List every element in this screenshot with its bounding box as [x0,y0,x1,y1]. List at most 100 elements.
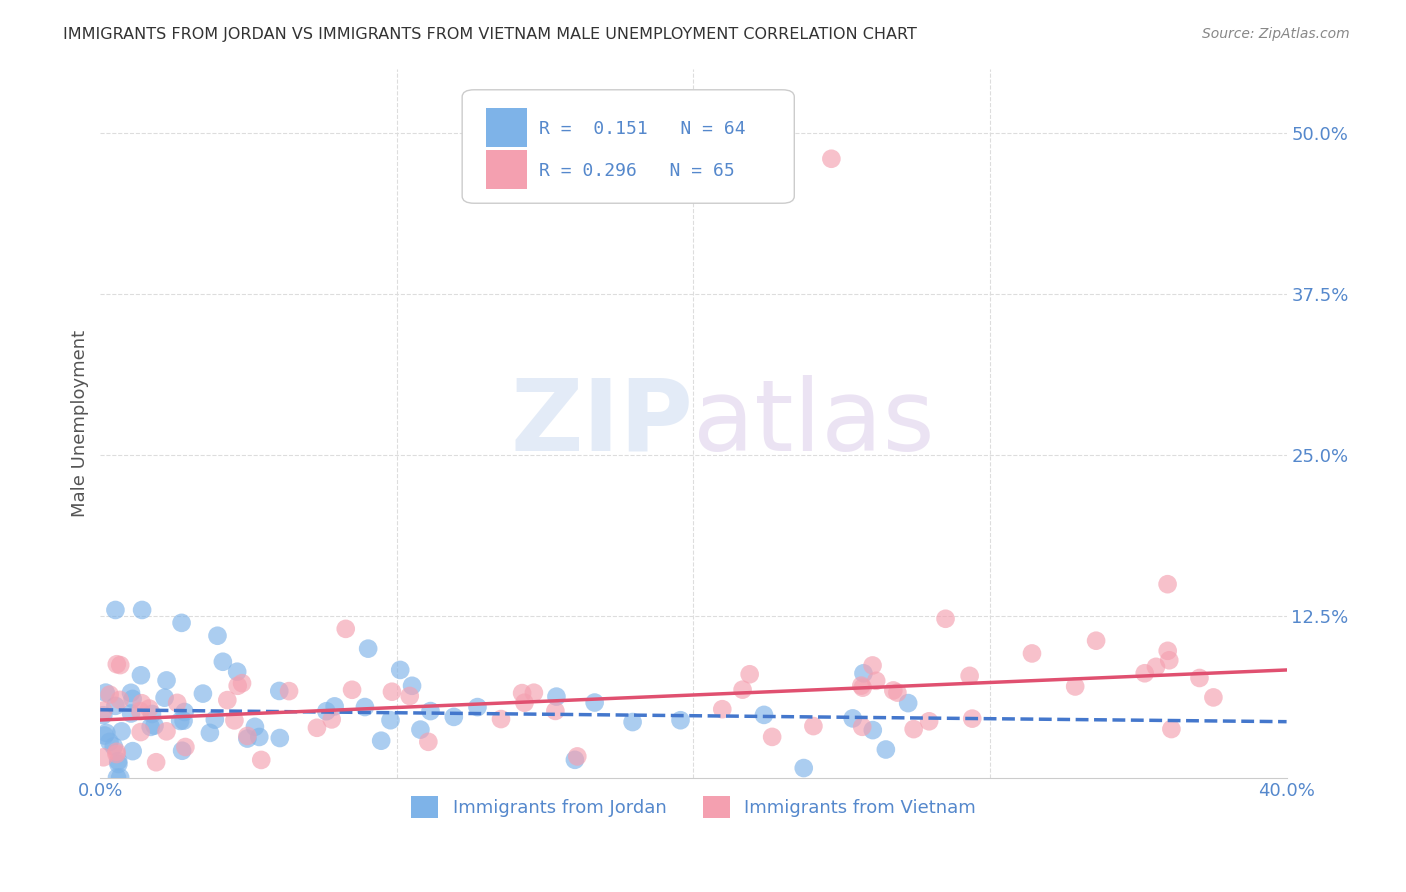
Point [155,673,177,688]
Point [1159,653,1181,667]
Point [236,731,259,746]
Point [98,688,121,702]
Text: Source: ZipAtlas.com: Source: ZipAtlas.com [1202,27,1350,41]
Point [104,698,127,713]
Point [141,706,163,721]
Point [131,603,153,617]
Point [110,724,132,739]
Point [1021,647,1043,661]
Point [110,658,132,673]
Point [1188,671,1211,685]
Point [250,753,273,767]
Point [544,704,567,718]
Point [731,682,754,697]
Point [418,735,440,749]
Point [104,603,127,617]
Point [226,679,249,693]
Point [98,735,121,749]
Point [145,756,167,770]
Point [315,704,337,718]
Point [443,710,465,724]
Point [91,704,114,718]
Point [138,701,160,715]
Point [523,686,546,700]
Point [738,667,761,681]
Point [354,700,377,714]
Point [380,713,402,727]
Text: R = 0.296   N = 65: R = 0.296 N = 65 [540,162,735,180]
Point [172,744,194,758]
Point [381,684,404,698]
Point [1133,666,1156,681]
Point [401,679,423,693]
Point [1160,722,1182,736]
Point [204,713,226,727]
Point [224,714,246,728]
Point [583,696,606,710]
Point [120,686,142,700]
Point [862,723,884,738]
Point [389,663,412,677]
Point [226,665,249,679]
Point [875,742,897,756]
Bar [486,108,527,146]
Point [93,729,115,743]
Point [398,689,420,703]
Point [105,657,128,672]
Point [489,712,512,726]
Legend: Immigrants from Jordan, Immigrants from Vietnam: Immigrants from Jordan, Immigrants from … [404,789,983,825]
Point [851,720,873,734]
Point [278,684,301,698]
Point [153,690,176,705]
Point [105,747,128,761]
Text: R =  0.151   N = 64: R = 0.151 N = 64 [540,120,745,137]
Point [129,668,152,682]
Point [121,744,143,758]
Point [103,739,125,754]
Point [842,711,865,725]
Point [107,754,129,768]
Point [335,622,357,636]
Point [1156,577,1178,591]
Point [105,745,128,759]
Point [959,669,981,683]
Point [1064,680,1087,694]
Point [198,726,221,740]
Point [793,761,815,775]
Point [903,722,925,736]
Text: IMMIGRANTS FROM JORDAN VS IMMIGRANTS FROM VIETNAM MALE UNEMPLOYMENT CORRELATION : IMMIGRANTS FROM JORDAN VS IMMIGRANTS FRO… [63,27,917,42]
Point [169,714,191,728]
Point [960,712,983,726]
Point [886,685,908,699]
Point [131,696,153,710]
Point [207,629,229,643]
Point [108,771,131,785]
Y-axis label: Male Unemployment: Male Unemployment [72,329,89,516]
Point [143,718,166,732]
Point [217,693,239,707]
Point [357,641,380,656]
Point [564,753,586,767]
Point [935,612,957,626]
Point [340,682,363,697]
Point [108,693,131,707]
Point [269,731,291,745]
Point [711,702,734,716]
Point [173,714,195,728]
Point [1157,644,1180,658]
Point [247,730,270,744]
Point [93,750,115,764]
Point [862,658,884,673]
Point [513,696,536,710]
Point [96,726,118,740]
FancyBboxPatch shape [463,90,794,203]
Point [323,699,346,714]
Point [409,723,432,737]
Point [370,733,392,747]
Point [546,690,568,704]
Point [91,708,114,723]
Point [752,707,775,722]
Point [243,720,266,734]
Point [105,771,128,785]
Point [761,730,783,744]
